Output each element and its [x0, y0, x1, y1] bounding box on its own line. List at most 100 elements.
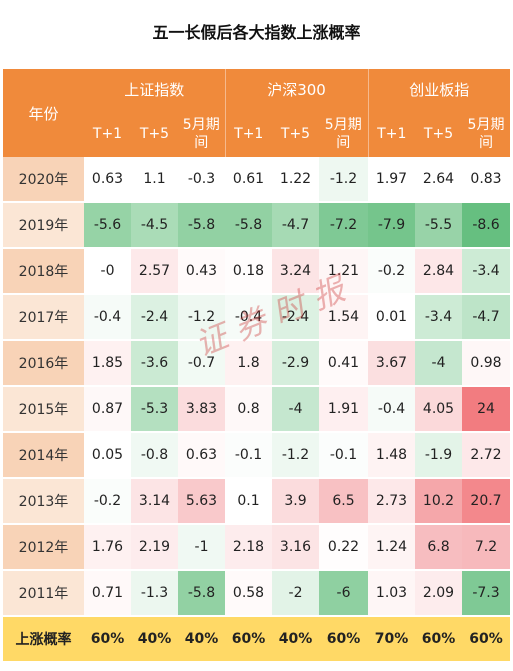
- value-cell: -1.2: [319, 157, 369, 203]
- value-cell: 1.03: [368, 570, 416, 617]
- value-cell: -0.3: [178, 157, 225, 203]
- value-cell: 3.14: [131, 478, 178, 525]
- rise-probability-row: 上涨概率 60% 40% 40% 60% 40% 60% 70% 60% 60%: [3, 616, 511, 661]
- table-row: 2011年 0.71 -1.3 -5.8 0.58 -2 -6 1.03 2.09 -7.3: [3, 570, 511, 617]
- value-cell: -0.4: [368, 386, 416, 433]
- value-cell: 0.83: [462, 157, 511, 203]
- probability-cell: 60%: [415, 616, 463, 661]
- sub-header-t5: T+5: [415, 110, 463, 157]
- year-cell: 2018年: [3, 248, 84, 295]
- value-cell: -0.4: [225, 294, 272, 341]
- sub-header-t1: T+1: [84, 110, 131, 157]
- value-cell: 1.24: [368, 524, 416, 571]
- value-cell: -3.6: [131, 340, 178, 387]
- value-cell: 1.22: [272, 157, 319, 203]
- value-cell: 2.73: [368, 478, 416, 525]
- value-cell: -3.4: [462, 248, 511, 295]
- value-cell: -5.3: [131, 386, 178, 433]
- table-row: 2015年 0.87 -5.3 3.83 0.8 -4 1.91 -0.4 4.05 24: [3, 386, 511, 433]
- value-cell: 7.2: [462, 524, 511, 571]
- value-cell: -6: [319, 570, 369, 617]
- year-cell: 2015年: [3, 386, 84, 433]
- value-cell: 1.91: [319, 386, 369, 433]
- probability-cell: 60%: [225, 616, 272, 661]
- value-cell: -5.8: [225, 202, 272, 249]
- value-cell: 24: [462, 386, 511, 433]
- sub-header-may: 5月期间: [319, 110, 369, 157]
- value-cell: 0.43: [178, 248, 225, 295]
- value-cell: 4.05: [415, 386, 463, 433]
- probability-cell: 40%: [178, 616, 225, 661]
- value-cell: 1.97: [368, 157, 416, 203]
- value-cell: 0.63: [178, 432, 225, 479]
- value-cell: -0.2: [368, 248, 416, 295]
- value-cell: 5.63: [178, 478, 225, 525]
- table-row: 2020年 0.63 1.1 -0.3 0.61 1.22 -1.2 1.97 2.64 0.83: [3, 157, 511, 203]
- value-cell: 0.58: [225, 570, 272, 617]
- value-cell: 2.19: [131, 524, 178, 571]
- value-cell: -5.8: [178, 202, 225, 249]
- value-cell: -1.2: [272, 432, 319, 479]
- value-cell: 2.84: [415, 248, 463, 295]
- value-cell: 2.09: [415, 570, 463, 617]
- index-rise-table: 年份 上证指数 沪深300 创业板指 T+1 T+5 5月期间 T+1 T+5 …: [3, 69, 511, 661]
- probability-cell: 60%: [84, 616, 131, 661]
- value-cell: 1.76: [84, 524, 131, 571]
- year-column-header: 年份: [3, 69, 84, 157]
- value-cell: 2.72: [462, 432, 511, 479]
- value-cell: -5.6: [84, 202, 131, 249]
- value-cell: -7.2: [319, 202, 369, 249]
- table-row: 2016年 1.85 -3.6 -0.7 1.8 -2.9 0.41 3.67 -4 0.98: [3, 340, 511, 387]
- rise-probability-label: 上涨概率: [3, 616, 84, 661]
- value-cell: -0: [84, 248, 131, 295]
- group-header-csi300: 沪深300: [224, 69, 369, 110]
- value-cell: 0.01: [368, 294, 416, 341]
- value-cell: 0.18: [225, 248, 272, 295]
- probability-cell: 60%: [462, 616, 511, 661]
- table-title: 五一长假后各大指数上涨概率: [152, 23, 361, 42]
- value-cell: 0.41: [319, 340, 369, 387]
- value-cell: 3.16: [272, 524, 319, 571]
- value-cell: 0.22: [319, 524, 369, 571]
- value-cell: 2.18: [225, 524, 272, 571]
- value-cell: -3.4: [415, 294, 463, 341]
- value-cell: -0.8: [131, 432, 178, 479]
- value-cell: -5.8: [178, 570, 225, 617]
- value-cell: 10.2: [415, 478, 463, 525]
- value-cell: -0.1: [225, 432, 272, 479]
- value-cell: 1.48: [368, 432, 416, 479]
- year-cell: 2011年: [3, 570, 84, 617]
- group-header-sse: 上证指数: [84, 69, 225, 110]
- value-cell: 3.83: [178, 386, 225, 433]
- value-cell: 1.85: [84, 340, 131, 387]
- table-row: 2017年 -0.4 -2.4 -1.2 -0.4 -2.4 1.54 0.01 -3.4 -4.…: [3, 294, 511, 341]
- table-row: 2014年 0.05 -0.8 0.63 -0.1 -1.2 -0.1 1.48 -1.9 2.7…: [3, 432, 511, 479]
- value-cell: 0.8: [225, 386, 272, 433]
- probability-cell: 40%: [272, 616, 319, 661]
- probability-cell: 40%: [131, 616, 178, 661]
- value-cell: -1.9: [415, 432, 463, 479]
- value-cell: 1.54: [319, 294, 369, 341]
- value-cell: 6.8: [415, 524, 463, 571]
- value-cell: 2.57: [131, 248, 178, 295]
- table-row: 2018年 -0 2.57 0.43 0.18 3.24 1.21 -0.2 2.84 -3.4: [3, 248, 511, 295]
- year-cell: 2017年: [3, 294, 84, 341]
- year-cell: 2019年: [3, 202, 84, 249]
- value-cell: -0.7: [178, 340, 225, 387]
- table-body: 2020年 0.63 1.1 -0.3 0.61 1.22 -1.2 1.97 2.64 0.83…: [3, 157, 511, 617]
- sub-header-t1: T+1: [367, 110, 416, 157]
- value-cell: -4.7: [462, 294, 511, 341]
- value-cell: 20.7: [462, 478, 511, 525]
- probability-cell: 70%: [368, 616, 416, 661]
- year-cell: 2014年: [3, 432, 84, 479]
- value-cell: 0.61: [225, 157, 272, 203]
- value-cell: -2.9: [272, 340, 319, 387]
- value-cell: -7.9: [368, 202, 416, 249]
- value-cell: 1.21: [319, 248, 369, 295]
- table-row: 2013年 -0.2 3.14 5.63 0.1 3.9 6.5 2.73 10.2 20.7: [3, 478, 511, 525]
- value-cell: -8.6: [462, 202, 511, 249]
- value-cell: -5.5: [415, 202, 463, 249]
- group-header-chinext: 创业板指: [367, 69, 511, 110]
- value-cell: 3.9: [272, 478, 319, 525]
- value-cell: 0.63: [84, 157, 131, 203]
